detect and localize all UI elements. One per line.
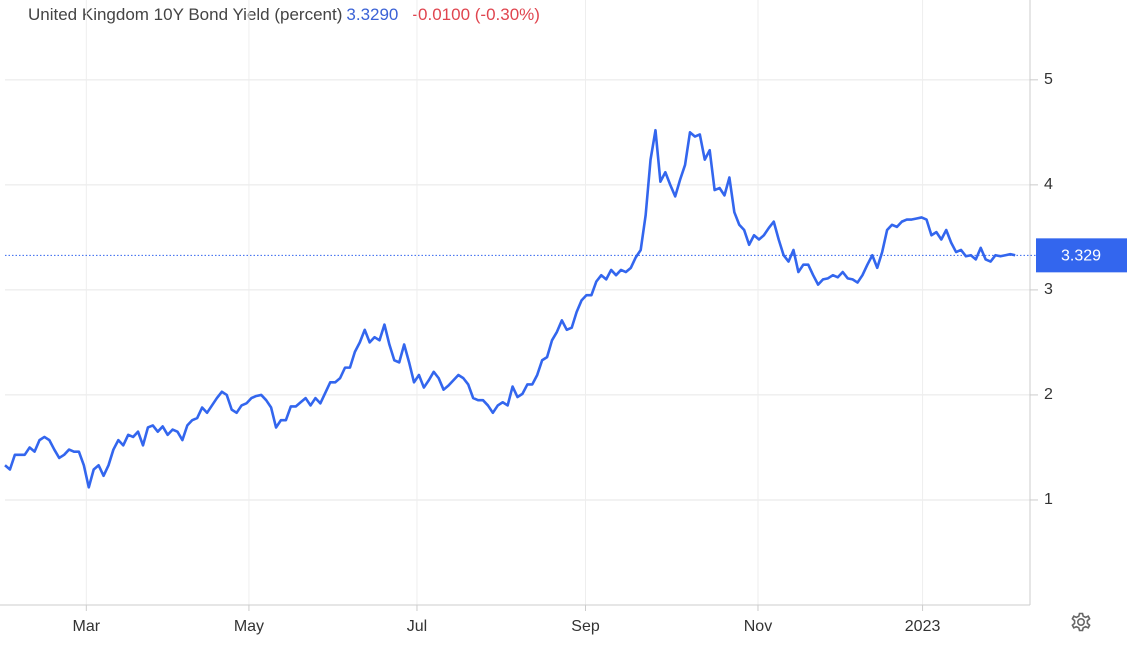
- header-change: -0.0100 (-0.30%): [412, 5, 540, 24]
- current-value-tag: [1036, 238, 1127, 273]
- y-tick-label: 4: [1044, 176, 1053, 193]
- settings-icon-hub[interactable]: [1076, 617, 1086, 627]
- line-series: [4, 128, 1016, 489]
- x-tick-label: Mar: [73, 618, 101, 635]
- x-tick-label: May: [234, 618, 264, 635]
- x-tick-label: 2023: [905, 618, 941, 635]
- y-tick-label: 2: [1044, 386, 1053, 403]
- y-tick-label: 3: [1044, 281, 1053, 298]
- chart-title: United Kingdom 10Y Bond Yield (percent): [28, 5, 343, 24]
- y-tick-label: 5: [1044, 71, 1053, 88]
- current-value-label: 3.329: [1061, 248, 1101, 265]
- y-tick-label: 1: [1044, 491, 1053, 508]
- x-tick-label: Nov: [744, 618, 772, 635]
- header-value: 3.3290: [346, 5, 399, 24]
- settings-icon[interactable]: [1071, 612, 1091, 632]
- settings-icon-gear[interactable]: [1071, 612, 1091, 632]
- x-tick-label: Jul: [407, 618, 427, 635]
- x-tick-label: Sep: [571, 618, 600, 635]
- header: United Kingdom 10Y Bond Yield (percent) 3…: [28, 5, 540, 25]
